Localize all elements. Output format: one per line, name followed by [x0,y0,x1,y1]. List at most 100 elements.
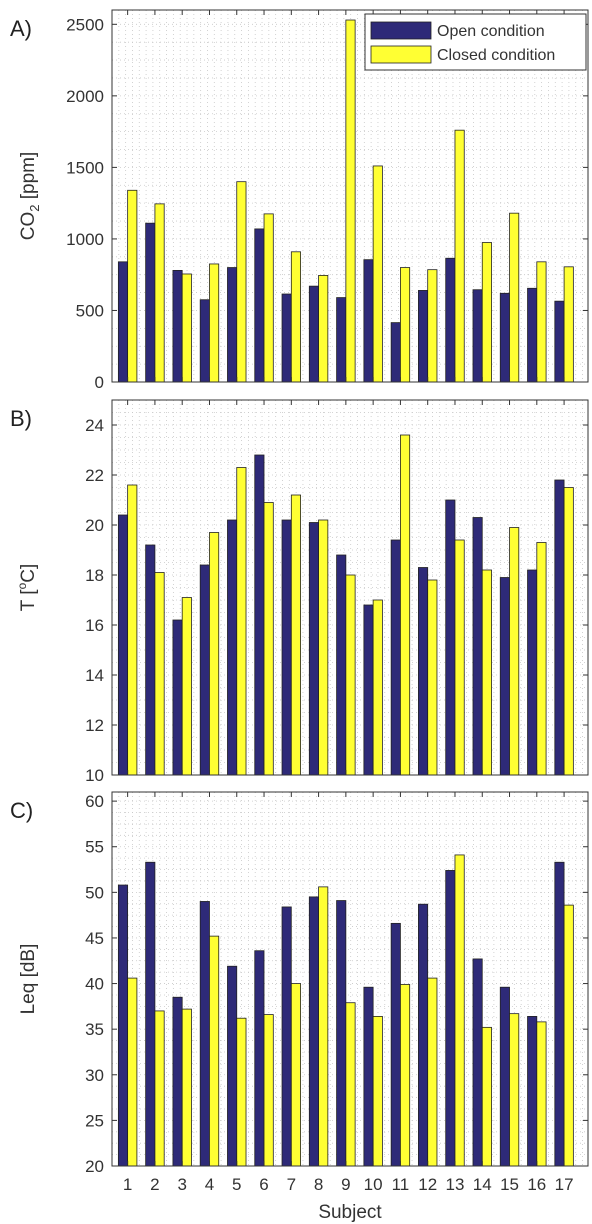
legend-label-closed: Closed condition [437,47,555,64]
x-tick-label: 2 [150,1175,159,1194]
y-tick-label: 2000 [66,87,104,106]
y-tick-label: 35 [85,1020,104,1039]
bar-open-5 [227,267,238,383]
bar-open-11 [390,539,401,776]
x-axis-label: Subject [318,1202,382,1223]
y-tick-label: 20 [85,516,104,535]
bar-closed-3 [181,597,192,776]
axes-frame [111,399,589,776]
x-tick-label: 8 [314,1175,323,1194]
bar-closed-2 [154,572,165,776]
bar-open-15 [499,577,510,776]
bar-open-9 [336,554,347,776]
x-tick-label: 13 [446,1175,465,1194]
bar-closed-10 [372,599,383,776]
bar-open-1 [117,884,129,1167]
x-tick-label: 14 [473,1175,492,1194]
bar-open-13 [445,499,456,776]
bar-open-3 [172,619,183,776]
bar-closed-2 [154,1010,165,1167]
legend-swatch-open [370,21,432,40]
bar-open-4 [199,564,210,776]
bar-open-10 [363,986,374,1167]
y-tick-label: 14 [85,666,104,685]
bar-closed-16 [536,261,547,383]
bar-open-10 [363,259,374,383]
bar-open-2 [145,544,156,776]
y-tick-label: 0 [95,373,104,392]
bar-open-17 [554,861,565,1167]
y-tick-label: 10 [85,766,104,785]
x-tick-label: 6 [259,1175,268,1194]
bar-closed-4 [209,532,220,776]
legend: Open condition Closed condition [364,13,587,71]
bar-closed-9 [345,19,356,383]
bar-closed-1 [127,484,138,776]
y-tick-label: 500 [76,301,104,320]
bar-open-17 [554,479,565,776]
bar-closed-11 [400,434,411,776]
x-tick-label: 4 [205,1175,214,1194]
y-tick-label: 2500 [66,15,104,34]
bar-closed-4 [209,263,220,383]
bar-closed-3 [181,1008,192,1167]
bar-open-6 [254,950,265,1167]
y-tick-label: 22 [85,466,104,485]
y-tick-label: 45 [85,929,104,948]
bar-closed-14 [481,569,492,776]
bar-open-14 [472,958,483,1167]
bar-closed-17 [563,487,574,776]
bar-closed-17 [563,266,574,383]
bar-closed-12 [427,579,438,776]
bar-open-11 [390,322,401,383]
bar-open-4 [199,299,210,383]
bar-open-12 [418,903,429,1167]
x-tick-label: 15 [500,1175,519,1194]
y-tick-label: 20 [85,1157,104,1176]
y-tick-label: 50 [85,883,104,902]
bar-closed-13 [454,539,465,776]
bar-closed-2 [154,203,165,383]
bar-open-7 [281,519,292,776]
y-tick-label: 1000 [66,230,104,249]
bar-open-17 [554,300,565,383]
bar-closed-10 [372,1016,383,1167]
axes-frame [111,791,589,1167]
bar-open-4 [199,901,210,1167]
y-axis-label: CO2 [ppm] [18,152,42,241]
bar-open-9 [336,297,347,383]
bar-open-12 [418,290,429,383]
bar-open-2 [145,222,156,383]
panel-label: C) [10,798,33,823]
bar-open-16 [527,569,538,776]
bar-closed-4 [209,935,220,1167]
bar-open-12 [418,567,429,776]
bar-open-5 [227,965,238,1167]
panel-b: 10 12 14 16 18 20 22 24 T [oC] B) [10,399,589,785]
y-tick-label: 24 [85,416,104,435]
bar-closed-8 [318,886,329,1167]
x-tick-label: 5 [232,1175,241,1194]
x-tick-label: 1 [123,1175,132,1194]
bar-closed-16 [536,1021,547,1167]
bar-closed-16 [536,542,547,776]
y-tick-label: 1500 [66,158,104,177]
bar-closed-8 [318,275,329,383]
bar-closed-12 [427,977,438,1167]
bar-closed-5 [236,1017,247,1167]
y-tick-label: 16 [85,616,104,635]
x-tick-label: 12 [418,1175,437,1194]
panel-label: B) [10,406,32,431]
x-tick-label: 10 [364,1175,383,1194]
bar-closed-3 [181,273,192,383]
bar-closed-7 [290,983,301,1167]
bar-open-7 [281,906,292,1167]
bar-open-14 [472,289,483,383]
bar-open-5 [227,519,238,776]
bar-open-16 [527,1016,538,1167]
bar-open-15 [499,986,510,1167]
y-axis-label: T [oC] [15,564,39,612]
bar-open-7 [281,293,292,383]
legend-swatch-closed [370,45,432,64]
